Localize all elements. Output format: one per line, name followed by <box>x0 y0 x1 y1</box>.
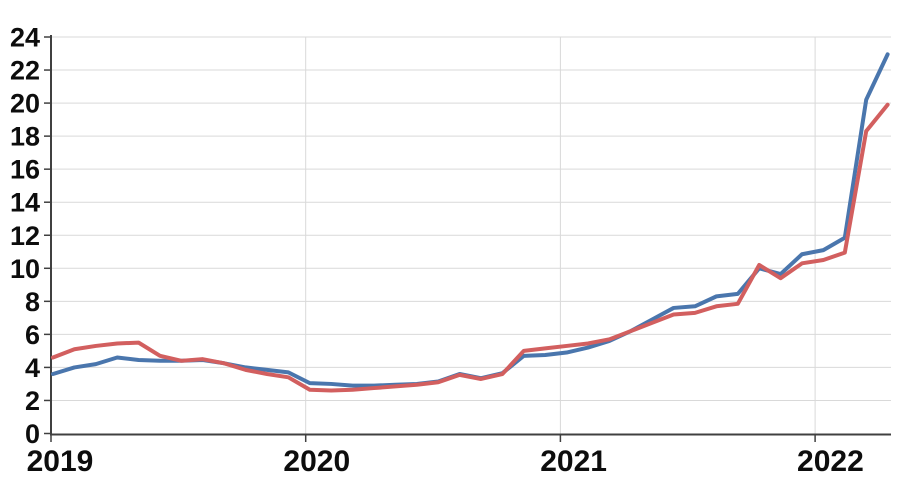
x-tick-label: 2019 <box>27 445 94 478</box>
x-tick-label: 2021 <box>540 445 607 478</box>
y-tick-label: 20 <box>10 89 40 119</box>
x-tick-label: 2022 <box>797 445 864 478</box>
y-tick-label: 14 <box>10 188 40 218</box>
y-tick-label: 12 <box>10 221 40 251</box>
y-tick-label: 0 <box>25 419 40 449</box>
blue-series-line <box>51 52 890 388</box>
red-series-line <box>51 102 890 393</box>
y-tick-label: 18 <box>10 122 40 152</box>
y-tick-label: 24 <box>10 23 40 53</box>
x-tick-label: 2020 <box>283 445 350 478</box>
y-tick-label: 4 <box>25 353 40 383</box>
y-tick-label: 8 <box>25 287 40 317</box>
y-tick-label: 22 <box>10 56 40 86</box>
y-tick-label: 6 <box>25 320 40 350</box>
y-tick-label: 10 <box>10 254 40 284</box>
y-tick-label: 2 <box>25 386 40 416</box>
y-tick-label: 16 <box>10 155 40 185</box>
